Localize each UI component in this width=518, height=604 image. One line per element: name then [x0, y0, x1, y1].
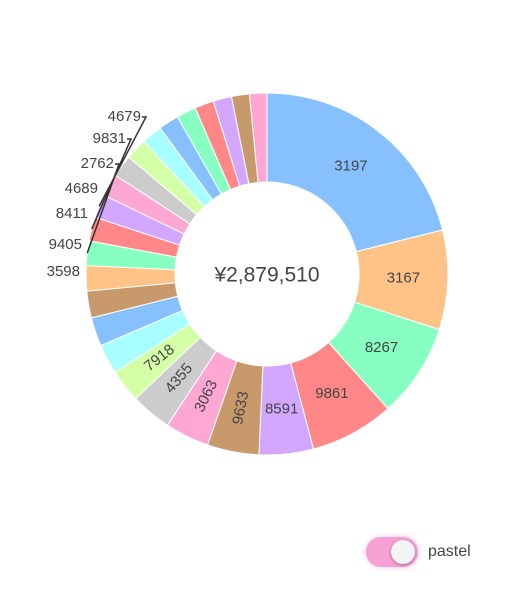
slice-label: 3598 — [47, 263, 80, 280]
slice-group — [85, 92, 449, 456]
label-leader-line — [91, 138, 133, 230]
slice-label: 3197 — [334, 157, 367, 174]
donut-slice[interactable] — [266, 92, 444, 253]
label-leader-line — [98, 116, 148, 207]
center-total-label: ¥2,879,510 — [213, 264, 319, 287]
slice-label: 2762 — [81, 155, 114, 172]
slice-label: 9405 — [49, 236, 82, 253]
toggle-track[interactable] — [366, 537, 418, 567]
slice-label: 8267 — [365, 339, 398, 356]
slice-label: 9633 — [229, 390, 252, 426]
slice-label: 9831 — [93, 130, 126, 147]
label-group: 3197316782679861859196333063435579183598… — [47, 108, 420, 426]
toggle-label: pastel — [428, 543, 471, 560]
slice-label: 8591 — [265, 401, 298, 418]
slice-label: 9861 — [315, 385, 348, 402]
toggle-knob[interactable] — [391, 540, 415, 564]
label-leader-line — [86, 163, 121, 254]
pastel-toggle[interactable]: pastel — [366, 537, 471, 567]
slice-label: 8411 — [56, 205, 88, 222]
donut-slice[interactable] — [248, 92, 268, 183]
slice-label: 4689 — [65, 180, 98, 197]
slice-label: 4679 — [108, 108, 141, 125]
slice-label: 3167 — [387, 269, 420, 286]
